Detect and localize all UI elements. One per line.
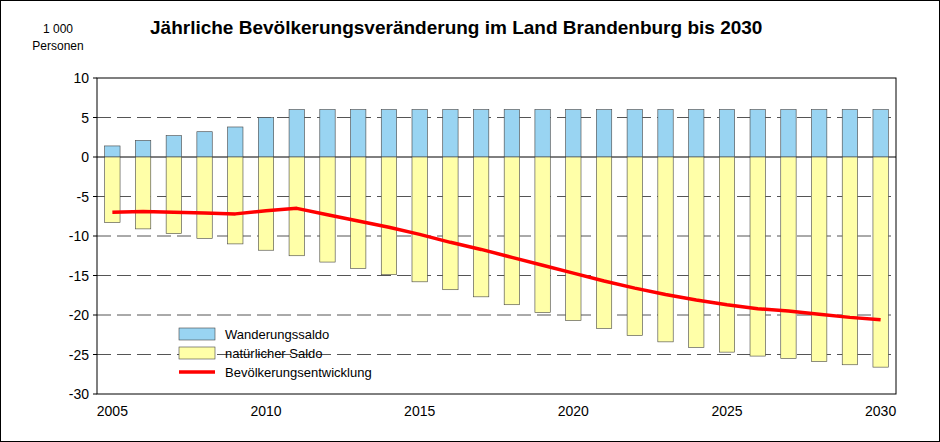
bar [289,110,304,157]
y-tick [93,157,97,158]
x-tick-label: 2020 [558,403,589,419]
bar [351,157,366,268]
bar [596,157,611,328]
bar [473,157,488,297]
bar [811,110,826,157]
bar [596,110,611,157]
y-tick-label: -20 [69,307,89,323]
y-tick [93,196,97,197]
data-group [105,110,889,368]
plot-area [97,78,896,394]
bar [473,110,488,157]
bar [135,157,150,229]
bar [535,157,550,313]
bar [166,157,181,234]
bar [443,110,458,157]
x-tick-label: 2005 [97,403,128,419]
bar [719,157,734,352]
bar [166,136,181,157]
bar [658,110,673,157]
bar [689,157,704,347]
grid-line [97,196,896,197]
y-tick [93,78,97,79]
bar [781,110,796,157]
legend-swatch [179,328,215,340]
bar [842,157,857,365]
bar [689,110,704,157]
bar [381,157,396,275]
grid-line [97,157,896,158]
y-tick [93,354,97,355]
bar [842,110,857,157]
bar [781,157,796,358]
bar [566,157,581,321]
plot-frame [97,78,896,394]
bar [105,146,120,157]
y-tick [93,315,97,316]
y-axis-label: Personen [32,39,83,53]
x-tick-label: 2015 [404,403,435,419]
bar [320,110,335,157]
bar [504,157,519,305]
bar [658,157,673,342]
chart-container: Jährliche Bevölkerungsveränderung im Lan… [0,0,940,442]
bar [627,157,642,336]
x-tick-label: 2030 [865,403,896,419]
grid-line [97,315,896,316]
bar [412,110,427,157]
y-tick-label: 0 [81,149,89,165]
y-tick [93,117,97,118]
bar [351,110,366,157]
y-tick [93,275,97,276]
grid-line [97,354,896,355]
y-tick-label: 10 [73,70,89,86]
outer-frame [1,1,940,442]
y-tick-label: 5 [81,110,89,126]
bar [811,157,826,362]
bar [535,110,550,157]
chart-svg: Jährliche Bevölkerungsveränderung im Lan… [0,0,940,442]
bar [750,157,765,356]
y-tick-label: -5 [77,189,90,205]
y-tick-label: -10 [69,228,89,244]
bar [873,110,888,157]
chart-title: Jährliche Bevölkerungsveränderung im Lan… [150,17,762,38]
bar [320,157,335,262]
bar [228,157,243,244]
legend-label: natürlicher Saldo [225,346,323,361]
y-tick-label: -15 [69,268,89,284]
y-tick-label: -30 [69,386,89,402]
legend-swatch [179,370,215,374]
grid-line [97,275,896,276]
legend-swatch [179,347,215,359]
bar [627,110,642,157]
bar [504,110,519,157]
legend-label: Wanderungssaldo [225,327,329,342]
bar [135,140,150,157]
x-tick-label: 2010 [250,403,281,419]
bar [228,127,243,157]
grid-line [97,117,896,118]
y-tick [93,236,97,237]
y-tick [93,394,97,395]
line [112,208,880,319]
bar [258,118,273,158]
y-axis-label: 1 000 [43,22,73,36]
bar [381,110,396,157]
bar [197,132,212,157]
bar [197,157,212,238]
bar [443,157,458,290]
y-tick-label: -25 [69,347,89,363]
bar [289,157,304,256]
bar [750,110,765,157]
bar [566,110,581,157]
bar [258,157,273,250]
x-tick-label: 2025 [711,403,742,419]
bar [719,110,734,157]
bar [412,157,427,282]
bar [873,157,888,367]
legend-label: Bevölkerungsentwicklung [225,365,372,380]
grid-line [97,236,896,237]
